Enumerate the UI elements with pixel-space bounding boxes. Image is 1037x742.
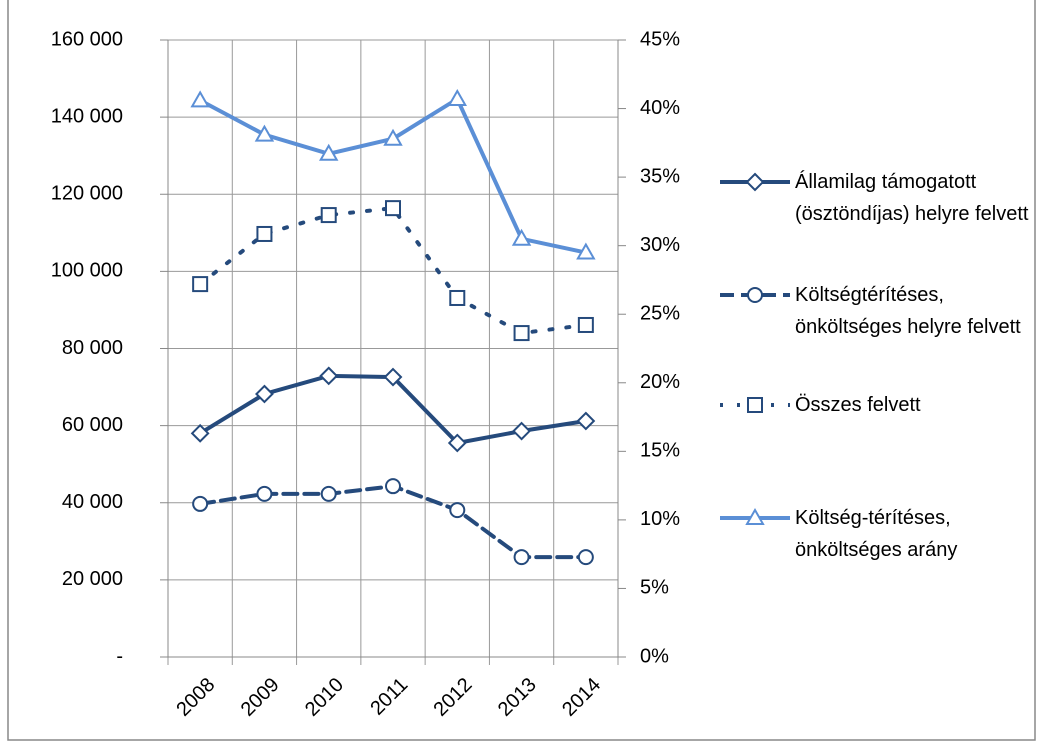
legend-label: Költség-térítéses, önköltséges arány [795,507,958,561]
marker [513,549,530,566]
marker [192,495,209,512]
x-tick-label: 2012 [430,674,477,721]
marker [447,433,467,453]
y2-tick-label: 10% [640,508,680,530]
marker [577,549,594,566]
marker [383,367,403,387]
y-tick-label: - [116,645,123,667]
y-tick-label: 120 000 [51,183,123,205]
marker [745,507,765,525]
y-tick-label: 80 000 [62,337,123,359]
x-tick-label: 2009 [237,674,284,721]
legend-label: Összes felvett [795,394,921,416]
y2-tick-label: 30% [640,234,680,256]
marker [449,289,466,306]
y-tick-label: 100 000 [51,260,123,282]
x-tick-label: 2008 [172,674,219,721]
marker [745,172,765,192]
y-tick-label: 140 000 [51,105,123,127]
x-tick-label: 2013 [494,674,541,721]
marker [385,200,401,217]
y-tick-label: 40 000 [62,491,123,513]
x-tick-label: 2011 [366,674,412,720]
marker [747,397,763,413]
marker [447,88,468,106]
marker [512,421,531,441]
marker [320,207,337,224]
y2-tick-label: 45% [640,28,680,50]
y-tick-label: 20 000 [62,568,123,590]
marker [511,228,532,246]
marker [254,124,275,142]
marker [190,90,210,108]
marker [192,276,209,293]
marker [747,287,763,303]
x-tick-label: 2010 [301,674,348,721]
marker [256,225,273,242]
marker [576,242,596,260]
marker [385,478,401,495]
marker [513,325,530,342]
legend-label: Költségtérítéses, önköltséges helyre fel… [795,284,1021,338]
y2-tick-label: 40% [640,97,680,119]
y2-tick-label: 20% [640,371,680,393]
legend-label: Államilag támogatott (ösztöndíjas) helyr… [795,171,1029,225]
marker [255,384,274,404]
y2-tick-label: 15% [640,440,680,462]
marker [576,411,596,431]
y2-tick-label: 0% [640,645,669,667]
y2-tick-label: 25% [640,303,680,325]
marker [318,143,339,161]
y-tick-label: 160 000 [51,28,123,50]
y2-tick-label: 5% [640,577,669,599]
marker [256,485,273,502]
y-tick-label: 60 000 [62,414,123,436]
marker [190,423,210,443]
marker [577,316,594,333]
y2-tick-label: 35% [640,165,680,187]
marker [383,128,403,146]
marker [320,485,337,502]
marker [319,366,339,386]
marker [449,502,466,519]
frame [7,0,1036,741]
x-tick-label: 2014 [558,674,605,721]
